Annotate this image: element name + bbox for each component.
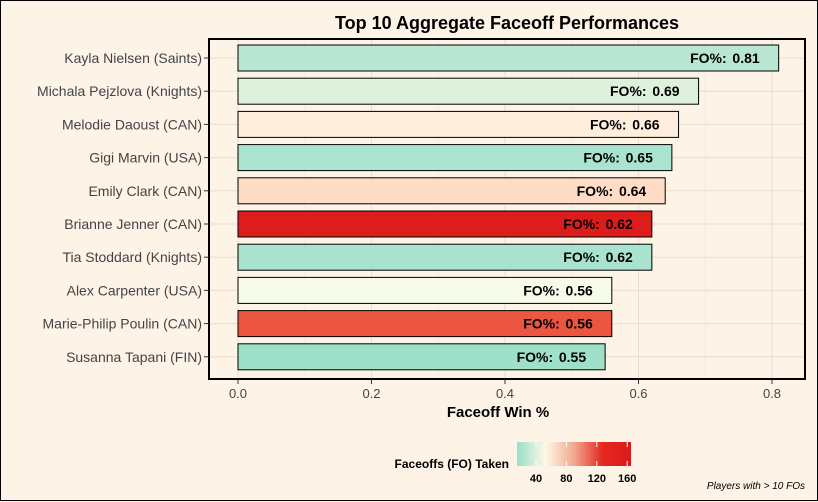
bar: [237, 210, 653, 238]
bar: [237, 44, 780, 72]
y-axis-labels: Kayla Nielsen (Saints) Michala Pejzlova (…: [37, 50, 209, 365]
chart-title: Top 10 Aggregate Faceoff Performances: [335, 13, 679, 33]
bar-label-prefix: FO%:: [590, 116, 627, 132]
x-axis: 0.0 0.2 0.4 0.6 0.8: [229, 379, 781, 401]
x-tick-label: 0.2: [362, 386, 380, 401]
bar-value-label: 0.56: [566, 282, 593, 298]
legend-tick-label: 80: [560, 473, 572, 485]
bar: [237, 276, 613, 304]
y-tick-label: Kayla Nielsen (Saints): [64, 50, 202, 66]
bar: [237, 144, 673, 172]
bar-value-label: 0.81: [732, 50, 759, 66]
x-tick-label: 0.0: [229, 386, 247, 401]
bar-label-prefix: FO%:: [563, 216, 600, 232]
y-tick-label: Melodie Daoust (CAN): [62, 116, 202, 132]
bar-label-prefix: FO%:: [523, 316, 560, 332]
legend-ticks: 40 80 120 160: [530, 442, 636, 485]
x-tick-label: 0.8: [763, 386, 781, 401]
y-tick-label: Alex Carpenter (USA): [67, 282, 202, 298]
bar-label-prefix: FO%:: [563, 249, 600, 265]
bar-label-prefix: FO%:: [583, 150, 620, 166]
bar: [237, 310, 613, 338]
y-tick-label: Susanna Tapani (FIN): [66, 349, 202, 365]
bar-value-label: 0.69: [652, 83, 679, 99]
y-tick-label: Emily Clark (CAN): [88, 183, 202, 199]
bar-value-label: 0.62: [606, 249, 633, 265]
bar-label-prefix: FO%:: [610, 83, 647, 99]
chart-caption: Players with > 10 FOs: [707, 481, 805, 492]
bar-value-label: 0.55: [559, 349, 586, 365]
bar-label-prefix: FO%:: [517, 349, 554, 365]
bar-value-label: 0.56: [566, 316, 593, 332]
y-tick-label: Marie-Philip Poulin (CAN): [43, 316, 203, 332]
y-tick-label: Tia Stoddard (Knights): [62, 249, 202, 265]
legend-tick-label: 120: [588, 473, 606, 485]
bar-value-label: 0.66: [632, 116, 659, 132]
x-tick-label: 0.6: [629, 386, 647, 401]
x-tick-label: 0.4: [496, 386, 514, 401]
legend-tick-label: 40: [530, 473, 542, 485]
bar-value-label: 0.64: [619, 183, 646, 199]
bar-value-label: 0.62: [606, 216, 633, 232]
y-tick-label: Brianne Jenner (CAN): [64, 216, 202, 232]
bar-label-prefix: FO%:: [577, 183, 614, 199]
bars: FO%: 0.81 FO%: 0.69 FO%: 0.66 FO%: 0.65 FO%: 0.64…: [237, 44, 780, 371]
legend-tick-label: 160: [618, 473, 636, 485]
y-tick-label: Gigi Marvin (USA): [89, 150, 202, 166]
x-axis-label: Faceoff Win %: [447, 404, 549, 421]
bar-value-label: 0.65: [626, 150, 653, 166]
y-tick-label: Michala Pejzlova (Knights): [37, 83, 202, 99]
legend-colorbar: [517, 442, 631, 466]
bar: [237, 243, 653, 271]
bar: [237, 343, 606, 371]
bar: [237, 77, 700, 105]
bar: [237, 110, 680, 138]
bar-label-prefix: FO%:: [523, 282, 560, 298]
bar: [237, 177, 666, 205]
bar-label-prefix: FO%:: [690, 50, 727, 66]
legend-title: Faceoffs (FO) Taken: [395, 457, 509, 471]
